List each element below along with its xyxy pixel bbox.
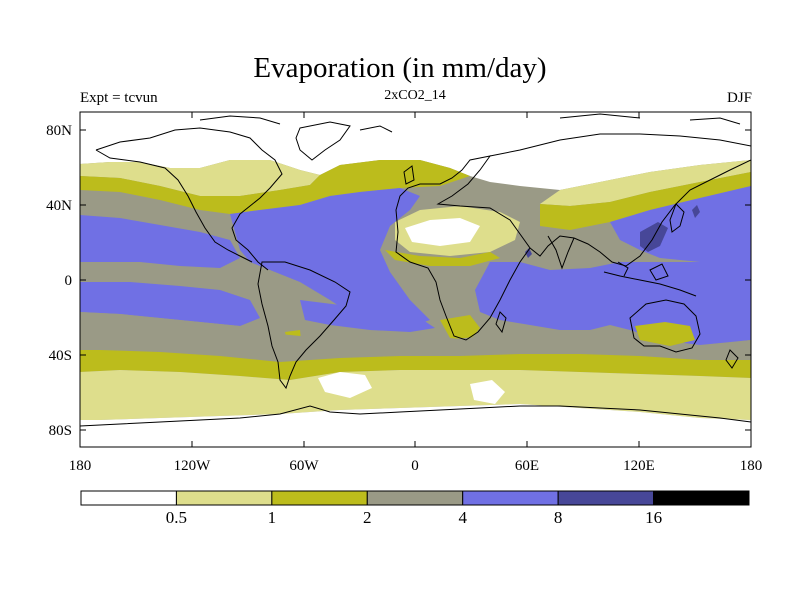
- colorbar: 0.5 1 2 4 8 16: [80, 490, 750, 527]
- north-atlantic-high-evap: [230, 188, 430, 330]
- new-zealand-coast: [725, 349, 739, 369]
- indonesia-coast: [603, 261, 697, 297]
- colorbar-label: 1: [268, 508, 277, 527]
- colorbar-label: 0.5: [166, 508, 187, 527]
- north-light-yellow-band: [80, 160, 751, 206]
- evaporation-field: [80, 112, 751, 447]
- small-dark-patch-2: [525, 248, 532, 258]
- latitude-ticks: [80, 129, 751, 431]
- south-dark-yellow-band: [80, 350, 751, 380]
- madagascar-coast: [495, 311, 507, 334]
- colorbar-label: 8: [554, 508, 563, 527]
- lon-label-0: 0: [411, 458, 419, 474]
- indian-ocean-high-evap: [475, 262, 751, 345]
- south-africa-yellow: [440, 315, 480, 340]
- season-label: DJF: [726, 90, 752, 106]
- colorbar-swatch: [366, 490, 464, 506]
- uk-coast: [403, 165, 415, 185]
- colorbar-label: 4: [458, 508, 467, 527]
- australia-coast: [629, 299, 701, 353]
- lon-label-120e: 120E: [623, 458, 655, 474]
- japan-coast: [669, 203, 685, 233]
- south-indian-white-patch: [470, 380, 505, 404]
- colorbar-swatch: [653, 490, 750, 506]
- map-title: Evaporation (in mm/day): [253, 52, 547, 84]
- north-polar-region: [80, 112, 751, 190]
- asia-coast: [489, 133, 751, 267]
- greenland-coast: [295, 121, 351, 161]
- scenario-label: 2xCO2_14: [384, 88, 446, 103]
- coastlines: [80, 113, 751, 427]
- lat-label-40n: 40N: [46, 198, 72, 214]
- antarctica-coast: [80, 405, 751, 427]
- europe-africa-coast: [395, 155, 531, 341]
- small-dark-patch-1: [692, 205, 700, 218]
- lat-label-40s: 40S: [49, 348, 72, 364]
- india-coast: [547, 235, 575, 270]
- south-atlantic-white-patch: [318, 372, 372, 398]
- australia-yellow: [635, 322, 695, 346]
- lon-label-180-left: 180: [69, 458, 92, 474]
- colorbar-label: 2: [363, 508, 372, 527]
- lat-label-80s: 80S: [49, 423, 72, 439]
- lon-label-180-right: 180: [740, 458, 763, 474]
- longitude-labels: 180 120W 60W 0 60E 120E 180: [69, 458, 763, 474]
- lon-label-60w: 60W: [289, 458, 319, 474]
- lon-label-120w: 120W: [174, 458, 212, 474]
- lat-label-0: 0: [65, 273, 73, 289]
- arctic-islands-coast: [199, 113, 741, 133]
- north-america-west-coast: [95, 149, 253, 263]
- colorbar-swatch: [80, 490, 177, 506]
- south-america-coast: [257, 261, 351, 390]
- colorbar-swatch: [271, 490, 368, 506]
- longitude-ticks: [191, 112, 640, 447]
- southern-ocean-grey: [80, 312, 751, 362]
- experiment-label: Expt = tcvun: [80, 90, 158, 106]
- antarctica-region: [80, 404, 751, 447]
- lon-label-60e: 60E: [515, 458, 539, 474]
- south-atlantic-high-evap: [300, 300, 435, 332]
- latitude-labels: 80N 40N 0 40S 80S: [46, 123, 72, 439]
- south-pacific-high-evap: [80, 282, 260, 326]
- colorbar-swatch: [175, 490, 273, 506]
- sahara-border-yellow: [385, 250, 500, 266]
- sahara-white: [405, 218, 480, 246]
- pacific-high-evap-north: [80, 186, 751, 268]
- north-dark-yellow-band: [80, 160, 751, 230]
- colorbar-label: 16: [645, 508, 662, 527]
- colorbar-swatch: [462, 490, 559, 506]
- north-america-coast: [95, 127, 283, 271]
- colorbar-swatch: [557, 490, 655, 506]
- lat-label-80n: 80N: [46, 123, 72, 139]
